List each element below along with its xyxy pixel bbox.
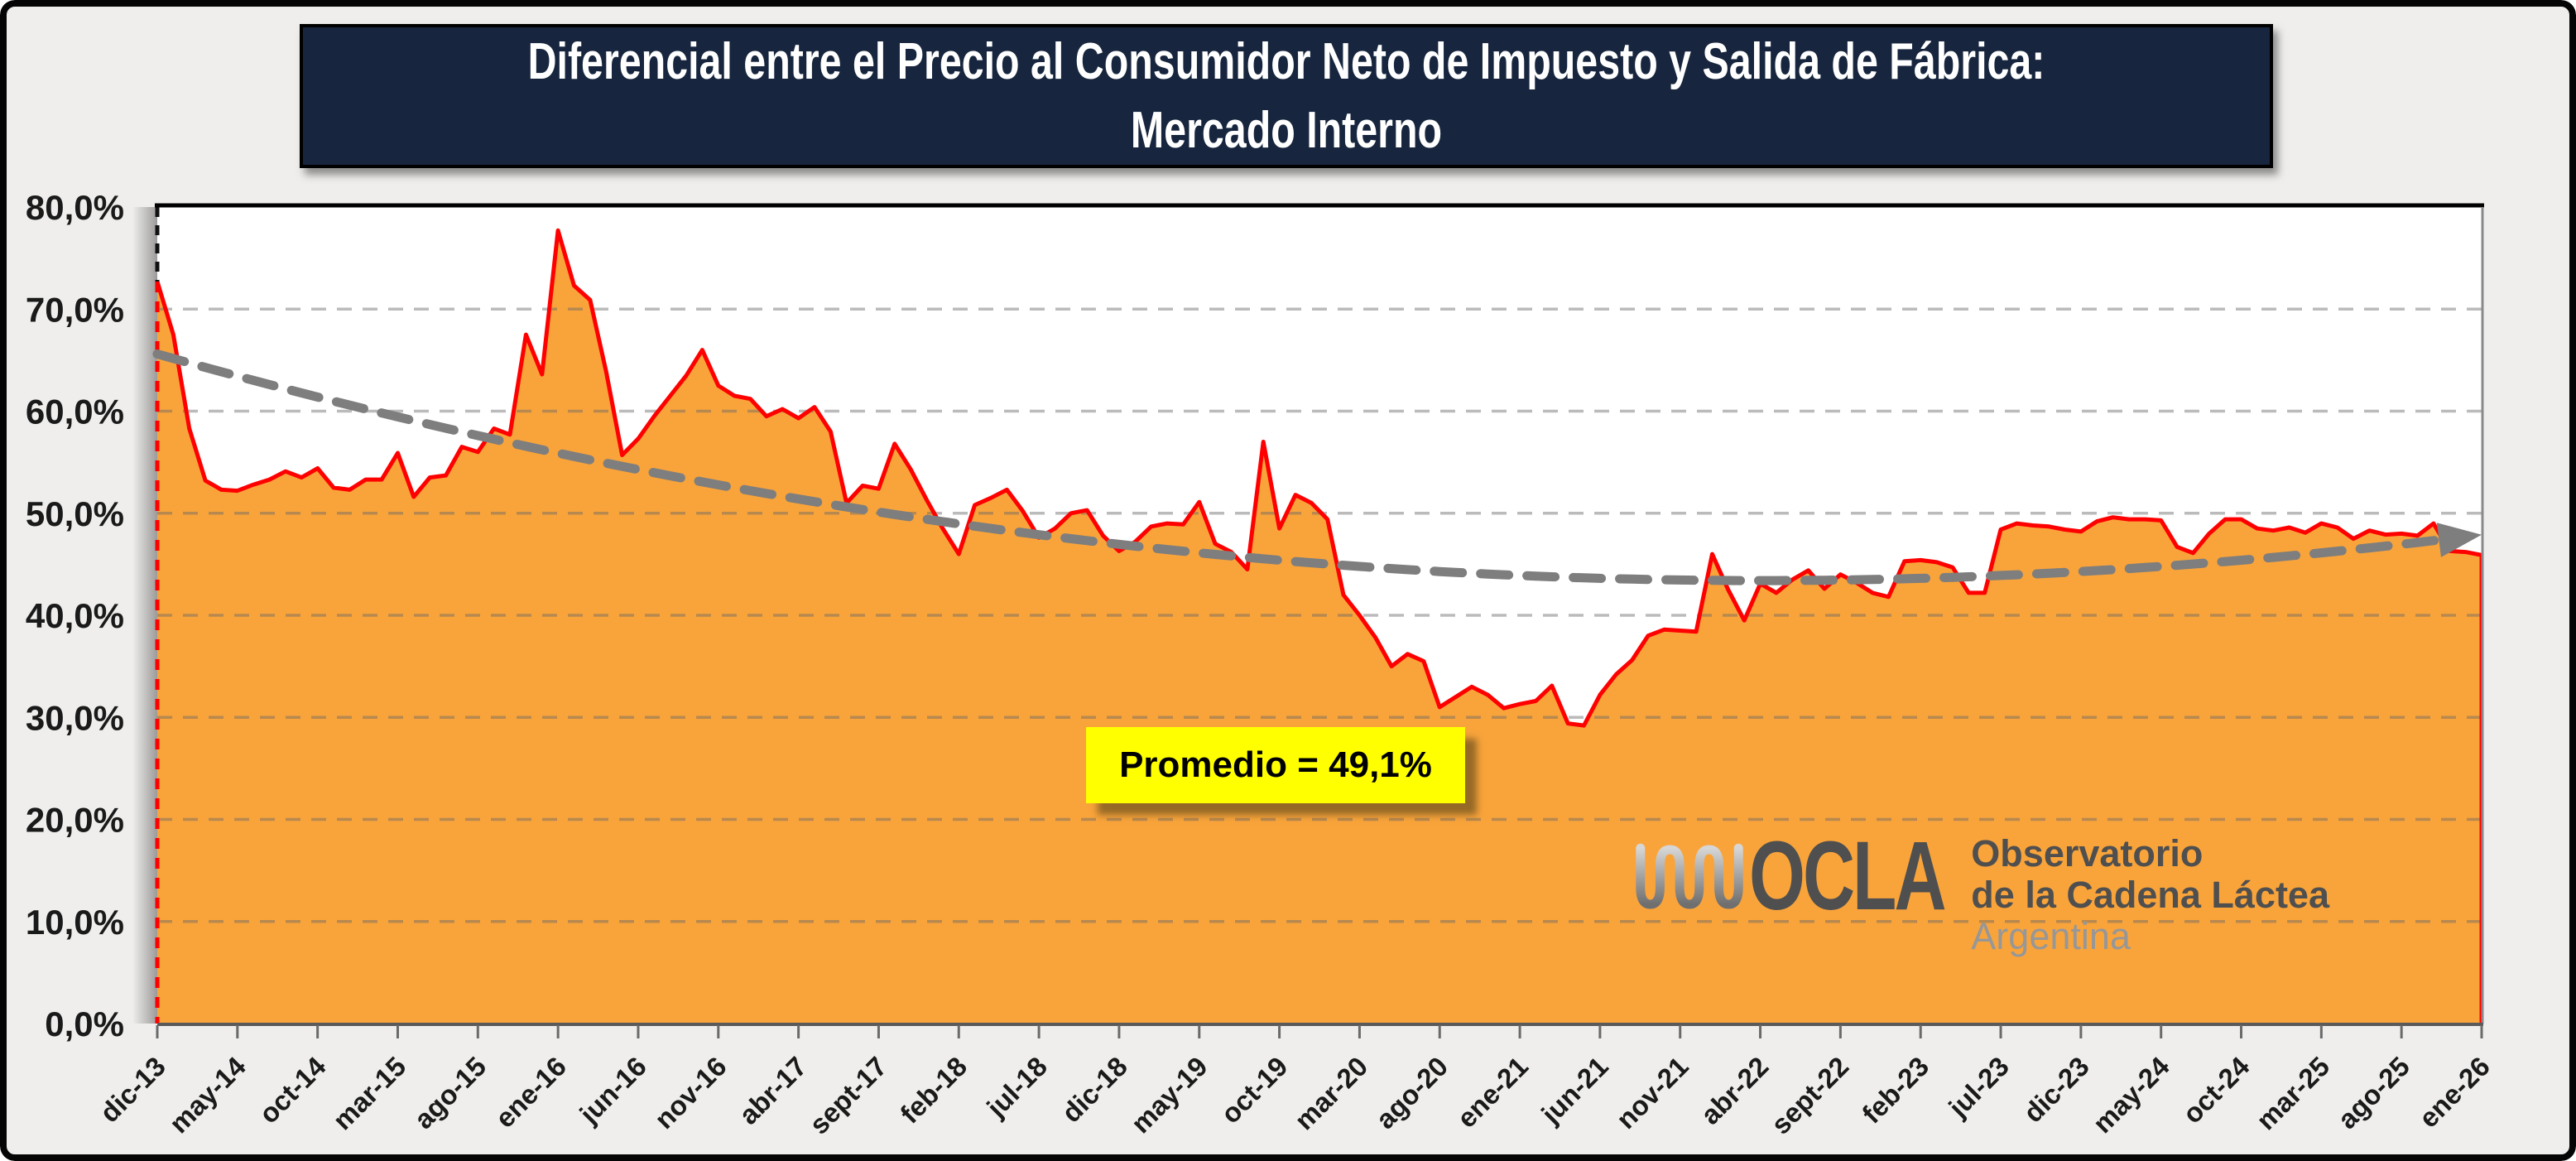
- x-tick-label: jun-16: [573, 1051, 652, 1130]
- plot-left-shadow: [132, 207, 157, 1024]
- y-axis-label: 30,0%: [26, 698, 124, 737]
- milk-wave-icon: [1636, 843, 1743, 909]
- average-annotation-box: Promedio = 49,1%: [1086, 727, 1465, 803]
- x-tick-label: mar-20: [1289, 1051, 1374, 1136]
- y-axis-label: 60,0%: [26, 393, 124, 431]
- y-axis-label: 80,0%: [26, 188, 124, 227]
- x-tick-label: dic-23: [2017, 1051, 2095, 1129]
- chart-title: Diferencial entre el Precio al Consumido…: [527, 33, 2045, 159]
- x-tick-label: sept-17: [804, 1051, 893, 1140]
- ocla-brand-text: OCLA: [1749, 821, 1947, 931]
- x-tick-label: may-19: [1125, 1051, 1214, 1139]
- x-tick-label: ene-16: [489, 1051, 572, 1134]
- x-tick-label: nov-16: [648, 1051, 732, 1135]
- y-axis-label: 50,0%: [26, 494, 124, 533]
- x-tick-label: dic-18: [1055, 1051, 1133, 1129]
- x-tick-label: jun-21: [1535, 1051, 1614, 1130]
- x-tick-label: jul-18: [980, 1051, 1053, 1124]
- x-tick-label: ene-21: [1451, 1051, 1534, 1134]
- y-axis-label: 20,0%: [26, 801, 124, 840]
- trend-arrowhead: [2436, 523, 2482, 557]
- x-tick-label: feb-18: [894, 1051, 973, 1130]
- series-line: [155, 228, 2484, 1024]
- x-tick-label: oct-24: [2177, 1050, 2256, 1129]
- x-tick-label: nov-21: [1610, 1051, 1694, 1135]
- ocla-logo-text: Observatorio de la Cadena Láctea Argenti…: [1971, 833, 2329, 957]
- x-tick-label: oct-19: [1215, 1051, 1294, 1130]
- x-tick-label: ago-20: [1370, 1051, 1454, 1135]
- y-axis-label: 0,0%: [45, 1004, 124, 1043]
- x-tick-label: feb-23: [1856, 1051, 1934, 1130]
- logo-line-observatorio: Observatorio: [1971, 832, 2204, 874]
- trend-line: [152, 349, 2454, 585]
- x-tick-label: ene-26: [2413, 1051, 2496, 1134]
- logo-line-cadena: de la Cadena Láctea: [1971, 874, 2329, 916]
- ocla-logo: OCLA Observatorio de la Cadena Láctea Ar…: [1635, 821, 2329, 965]
- x-tick-label: ago-25: [2332, 1051, 2415, 1135]
- x-tick-label: oct-14: [253, 1050, 332, 1129]
- x-tick-label: may-24: [2087, 1050, 2175, 1139]
- x-tick-label: ago-15: [408, 1051, 492, 1135]
- x-tick-label: jul-23: [1942, 1051, 2015, 1124]
- average-annotation-label: Promedio = 49,1%: [1119, 744, 1432, 785]
- x-tick-label: dic-13: [94, 1051, 171, 1129]
- y-axis-label: 40,0%: [26, 596, 124, 635]
- x-tick-label: abr-22: [1694, 1051, 1774, 1130]
- x-tick-label: may-14: [163, 1050, 252, 1139]
- x-tick-label: abr-17: [733, 1051, 812, 1130]
- area-series: [157, 230, 2482, 1024]
- x-tick-label: mar-15: [327, 1051, 412, 1136]
- x-tick-label: mar-25: [2251, 1051, 2336, 1136]
- chart-title-box: Diferencial entre el Precio al Consumido…: [300, 24, 2273, 168]
- x-tick-label: sept-22: [1765, 1051, 1854, 1140]
- y-axis-label: 10,0%: [26, 903, 124, 942]
- y-axis-label: 70,0%: [26, 290, 124, 329]
- logo-line-argentina: Argentina: [1971, 915, 2131, 957]
